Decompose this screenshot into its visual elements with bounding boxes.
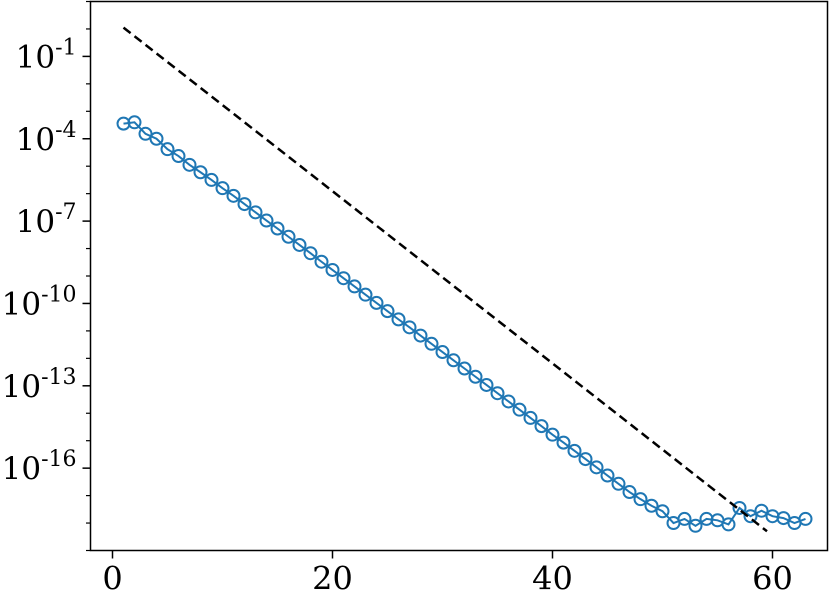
data-point-marker [567,443,582,458]
data-point-marker [182,157,197,172]
data-point-marker [611,476,626,491]
y-tick-label: 10-16 [2,447,77,487]
data-point-marker [622,485,637,500]
data-point-marker [677,511,692,526]
x-tick-label: 0 [102,560,122,595]
data-point-marker [402,320,417,335]
data-point-marker [732,500,747,515]
axes-layer: 0 20 40 60 10-1 10-4 10-7 10-10 10-13 10-16 [2,0,793,595]
data-point-marker [149,131,164,146]
data-point-marker [490,386,505,401]
data-point-marker [369,295,384,310]
data-point-marker [204,172,219,187]
data-point-marker [688,518,703,533]
data-point-marker [325,262,340,277]
data-point-marker [237,197,252,212]
y-tick-label: 10-10 [2,282,77,322]
data-point-marker [424,336,439,351]
data-point-marker [743,509,758,524]
data-point-marker [446,353,461,368]
plot-frame [89,0,829,552]
y-tick-label: 10-13 [2,365,77,405]
data-point-marker [160,142,175,157]
y-tick-label: 10-1 [16,35,77,75]
x-tick-label: 40 [532,560,573,595]
data-point-marker [281,229,296,244]
data-point-marker [479,377,494,392]
data-point-marker [292,237,307,252]
data-point-marker [655,504,670,519]
data-point-marker [534,419,549,434]
data-point-marker [545,427,560,442]
data-point-marker [468,369,483,384]
data-point-marker [138,126,153,141]
y-tick-label: 10-7 [16,200,77,240]
data-point-marker [798,511,813,526]
data-point-marker [501,394,516,409]
data-point-marker [589,460,604,475]
x-tick-label: 60 [752,560,793,595]
data-point-marker [413,328,428,343]
data-point-marker [776,511,791,526]
data-point-marker [644,498,659,513]
data-point-marker [391,312,406,327]
data-point-marker [226,188,241,203]
data-point-marker [435,345,450,360]
data-point-marker [721,517,736,532]
x-tick-label: 20 [312,560,353,595]
reference-dashed-line [122,26,768,533]
data-point-marker [215,181,230,196]
data-point-marker [193,165,208,180]
data-point-marker [523,410,538,425]
data-point-marker [600,468,615,483]
data-point-marker [578,452,593,467]
data-point-marker [754,503,769,518]
data-point-marker [358,287,373,302]
data-point-marker [457,361,472,376]
series-line [123,121,806,527]
data-point-marker [314,254,329,269]
data-point-marker [171,149,186,164]
data-point-marker [248,205,263,220]
data-point-marker [259,213,274,228]
data-point-marker [270,221,285,236]
y-tick-label: 10-4 [16,118,77,158]
data-point-marker [336,271,351,286]
data-point-marker [556,435,571,450]
data-point-marker [512,402,527,417]
data-point-marker [347,279,362,294]
data-point-marker [127,115,142,130]
data-point-marker [303,246,318,261]
data-point-marker [380,304,395,319]
data-point-marker [633,492,648,507]
series-layer [116,26,813,533]
